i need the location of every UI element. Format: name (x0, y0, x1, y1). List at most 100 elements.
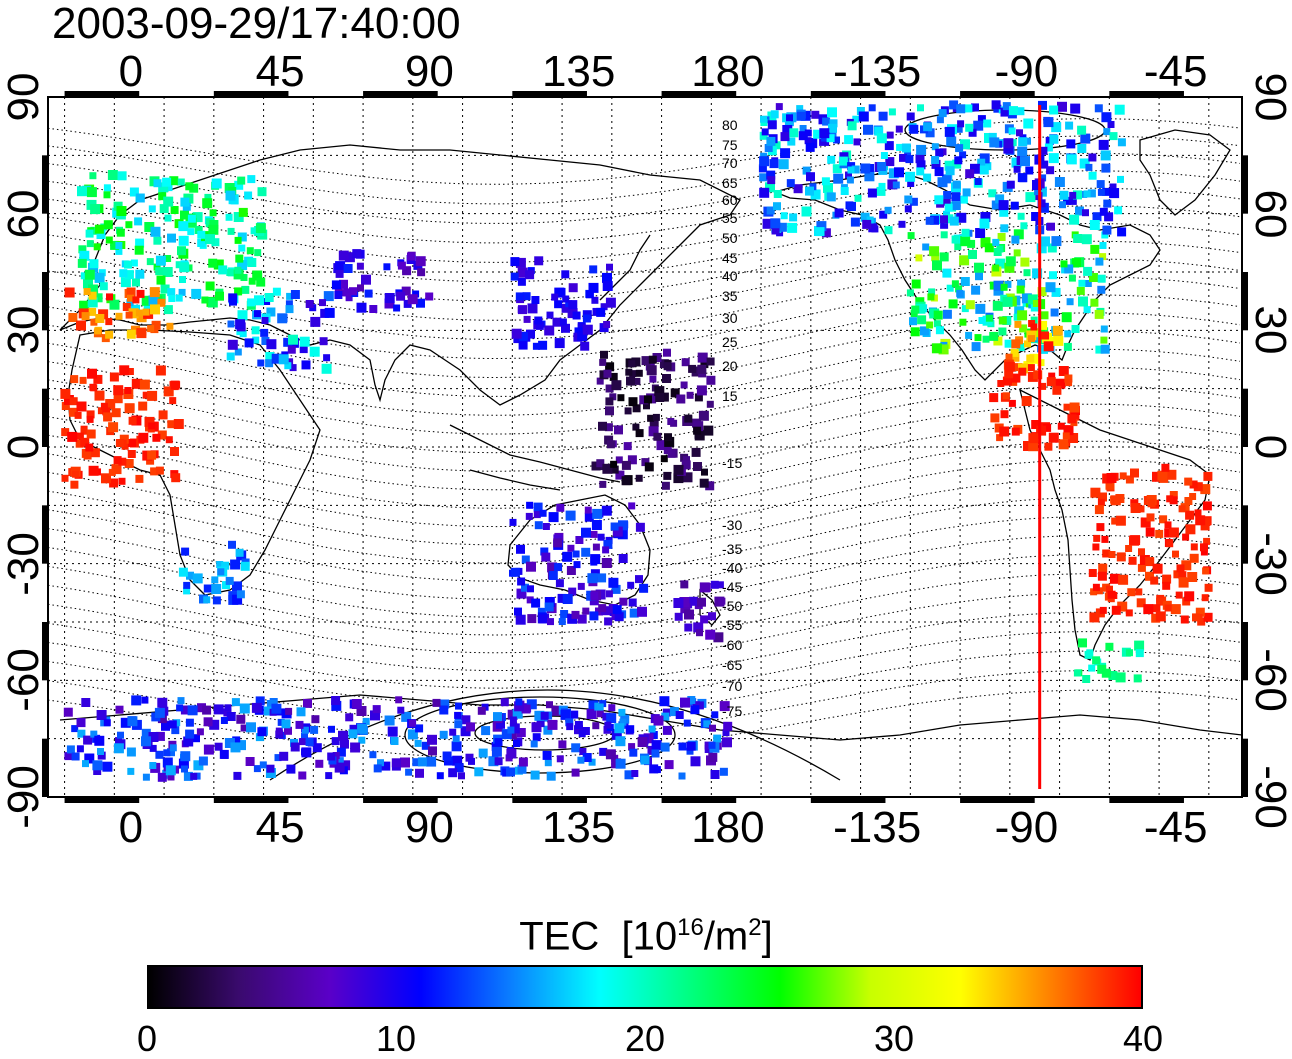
tec-cell (759, 131, 768, 140)
tec-cell (428, 746, 437, 756)
tec-cell (187, 214, 196, 223)
tec-cell (1038, 202, 1049, 213)
tec-cell (237, 310, 248, 321)
tec-cell (699, 582, 710, 593)
tec-cell (610, 465, 619, 474)
tec-cell (1068, 433, 1079, 443)
coastline-africa (67, 329, 321, 596)
tec-cell (343, 264, 353, 273)
tec-cell (164, 255, 172, 262)
tec-cell (644, 462, 654, 472)
tec-cell (1098, 139, 1109, 150)
tec-cell (701, 468, 708, 476)
tec-cell (922, 243, 930, 251)
tec-cell (1036, 186, 1047, 197)
tec-cell (708, 741, 716, 749)
tec-cell (565, 718, 574, 727)
tec-cell (309, 346, 320, 357)
tec-cell (1082, 209, 1089, 217)
tec-cell (1088, 664, 1096, 672)
tec-cell (603, 369, 612, 378)
tec-cell (700, 615, 709, 624)
tec-cell (697, 597, 706, 607)
tec-cell (1011, 353, 1020, 362)
tec-cell (255, 223, 266, 234)
tec-cell (834, 208, 844, 218)
tec-cell (161, 721, 170, 731)
x-tick-bottom: 45 (255, 803, 305, 852)
colorbar-quantity: TEC (519, 914, 600, 959)
tec-cell (232, 594, 243, 605)
tec-cell (1178, 571, 1187, 580)
tec-cell (284, 726, 292, 735)
tec-cell (951, 235, 960, 244)
tec-cell (226, 712, 236, 721)
tec-cell (540, 711, 549, 720)
tec-cell (1192, 613, 1200, 622)
tec-cell (680, 697, 690, 708)
tec-cell (697, 352, 708, 363)
tec-cell (833, 173, 844, 184)
tec-cell (1179, 577, 1187, 586)
tec-cell (1053, 335, 1064, 346)
tec-cell (761, 128, 769, 136)
tec-cell (102, 407, 111, 416)
tec-cell (703, 720, 711, 728)
tec-cell (931, 159, 941, 169)
tec-cell (124, 403, 135, 414)
x-tick-top: 0 (118, 47, 144, 96)
tec-cell (1017, 173, 1027, 183)
tec-cell (1108, 551, 1116, 558)
tec-cell (766, 170, 776, 180)
tec-cell (591, 461, 601, 471)
tec-cell (305, 300, 314, 308)
tec-cell (1102, 187, 1111, 196)
tec-cell (150, 304, 160, 315)
tec-cell (833, 136, 840, 144)
tec-cell (165, 765, 176, 776)
tec-cell (97, 751, 106, 760)
tec-cell (951, 201, 961, 211)
tec-cell (393, 304, 401, 312)
contour-label: -65 (722, 657, 742, 673)
tec-cell (984, 243, 994, 253)
tec-cell (238, 207, 248, 217)
tec-cell (117, 171, 127, 181)
tec-cell (582, 753, 592, 762)
tec-cell (86, 187, 97, 198)
tec-cell (1108, 671, 1118, 680)
tec-cell (515, 257, 526, 268)
tec-cell (603, 539, 613, 549)
tec-cell (639, 583, 649, 593)
tec-cell (421, 741, 430, 750)
tec-cell (126, 287, 136, 297)
tec-cell (534, 521, 543, 530)
tec-cell (1125, 545, 1133, 552)
tec-cell (1111, 517, 1119, 525)
tec-cell (169, 744, 177, 752)
tec-cell (119, 269, 128, 278)
tec-cell (254, 310, 261, 318)
tec-cell (1096, 180, 1105, 189)
tec-cell (124, 270, 134, 280)
tec-cell (135, 309, 143, 317)
tec-cell (631, 770, 639, 777)
tec-cell (285, 300, 293, 308)
tec-cell (252, 270, 263, 281)
tec-cell (232, 736, 241, 745)
tec-cell (787, 222, 798, 233)
tec-cell (109, 299, 120, 310)
tec-cell (331, 737, 340, 746)
tec-cell (695, 701, 704, 710)
tec-cell (975, 272, 983, 281)
tec-cell (577, 331, 588, 342)
tec-cell (295, 720, 304, 729)
tec-cell (534, 256, 544, 266)
tec-cell (79, 376, 87, 384)
tec-cell (611, 584, 621, 594)
tec-cell (1059, 190, 1069, 200)
tec-cell (1190, 543, 1198, 551)
tec-cell (949, 216, 959, 226)
tec-cell (230, 559, 241, 570)
